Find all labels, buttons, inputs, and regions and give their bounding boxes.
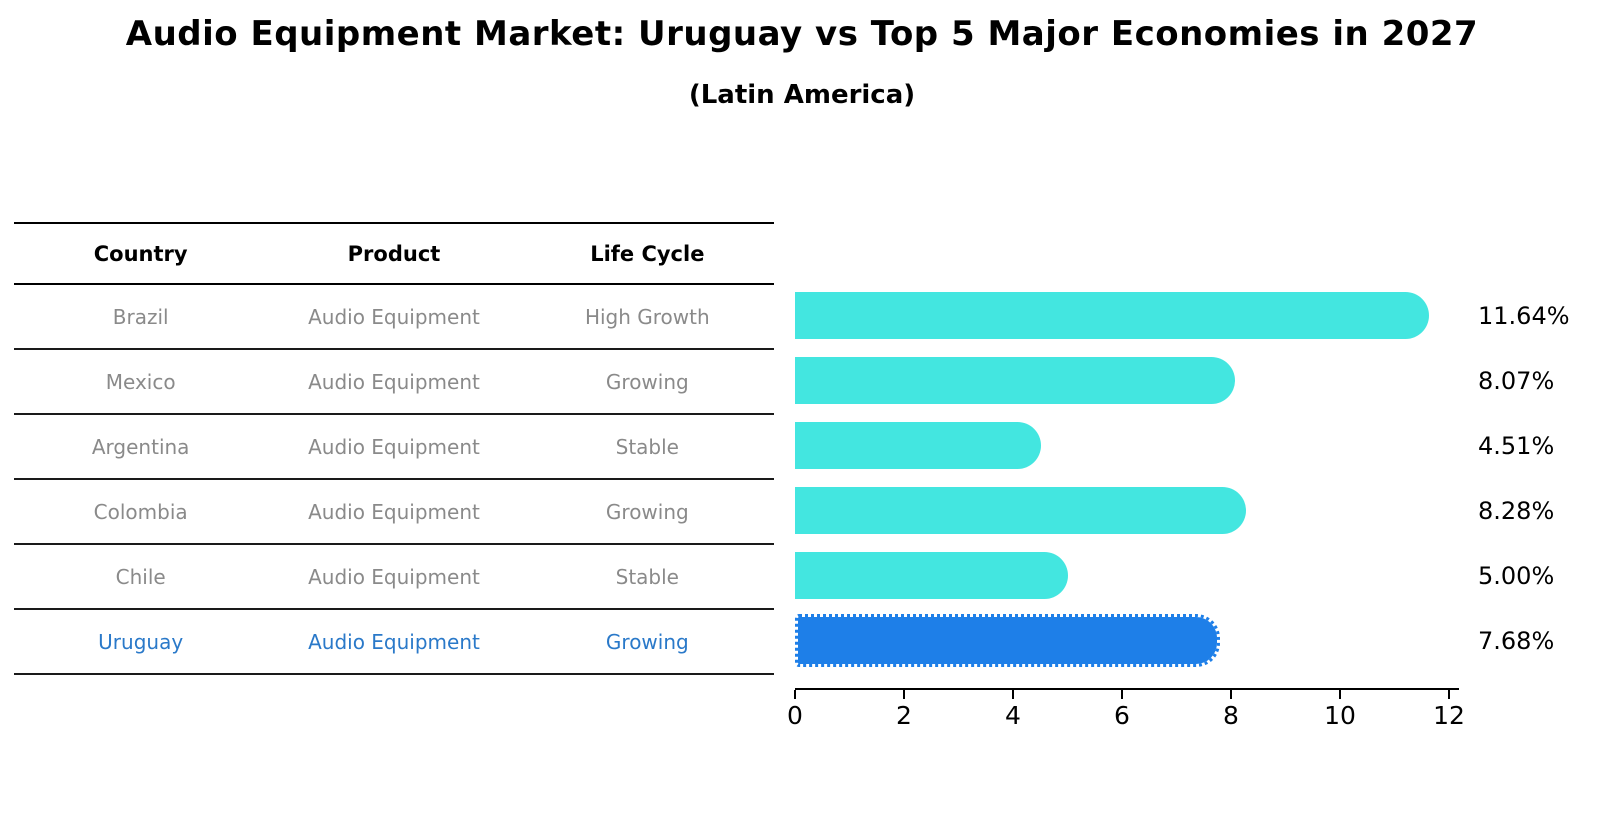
x-tick-label: 2 — [896, 701, 912, 730]
table-cell-life-cycle: Stable — [615, 434, 679, 459]
bar-value-label: 11.64% — [1478, 301, 1570, 330]
bar-chart — [795, 283, 1449, 673]
table-cell-product: Audio Equipment — [308, 564, 480, 589]
table-header-row: Country Product Life Cycle — [14, 224, 774, 285]
bar — [795, 357, 1235, 404]
table-cell-life-cycle: Growing — [605, 499, 689, 524]
chart-title: Audio Equipment Market: Uruguay vs Top 5… — [125, 14, 1479, 54]
table-cell-life-cycle: High Growth — [584, 304, 710, 329]
table-header-country: Country — [93, 241, 188, 266]
table-row: Uruguay Audio Equipment Growing — [14, 610, 774, 675]
country-table: Country Product Life Cycle Brazil Audio E… — [14, 222, 774, 675]
table-header-product: Product — [347, 241, 441, 266]
table-cell-product: Audio Equipment — [308, 434, 480, 459]
table-cell-product: Audio Equipment — [308, 499, 480, 524]
bar-row — [795, 348, 1449, 413]
bar-row — [795, 478, 1449, 543]
table-header-life-cycle: Life Cycle — [590, 241, 705, 266]
table-cell-product: Audio Equipment — [308, 304, 480, 329]
table-cell-country: Uruguay — [98, 629, 184, 654]
bar-value-label: 5.00% — [1478, 561, 1555, 590]
table-row: Chile Audio Equipment Stable — [14, 545, 774, 610]
bar-value-label: 4.51% — [1478, 431, 1555, 460]
table-cell-country: Brazil — [112, 304, 169, 329]
bar — [795, 614, 1220, 667]
table-cell-life-cycle: Stable — [615, 564, 679, 589]
table-row: Brazil Audio Equipment High Growth — [14, 285, 774, 350]
bar-value-label: 7.68% — [1478, 626, 1555, 655]
x-tick-label: 8 — [1223, 701, 1239, 730]
bar-row — [795, 283, 1449, 348]
table-cell-country: Mexico — [105, 369, 176, 394]
bar-row — [795, 608, 1449, 673]
table-cell-life-cycle: Growing — [605, 629, 689, 654]
table-row: Mexico Audio Equipment Growing — [14, 350, 774, 415]
bar — [795, 422, 1041, 469]
table-cell-life-cycle: Growing — [605, 369, 689, 394]
table-row: Argentina Audio Equipment Stable — [14, 415, 774, 480]
x-tick — [1339, 690, 1341, 699]
x-tick-label: 12 — [1433, 701, 1465, 730]
table-cell-country: Colombia — [93, 499, 188, 524]
bar-row — [795, 413, 1449, 478]
x-tick — [903, 690, 905, 699]
bar — [795, 552, 1068, 599]
table-cell-country: Argentina — [91, 434, 190, 459]
x-tick-label: 6 — [1114, 701, 1130, 730]
bar — [795, 487, 1247, 534]
x-tick — [794, 690, 796, 699]
table-cell-product: Audio Equipment — [308, 629, 480, 654]
bar-value-label: 8.07% — [1478, 366, 1555, 395]
bar — [795, 292, 1430, 339]
x-tick-label: 10 — [1324, 701, 1356, 730]
table-cell-country: Chile — [115, 564, 166, 589]
table-row: Colombia Audio Equipment Growing — [14, 480, 774, 545]
table-cell-product: Audio Equipment — [308, 369, 480, 394]
x-axis: 0 2 4 6 8 10 12 — [787, 688, 1465, 730]
x-tick — [1448, 690, 1450, 699]
bar-value-label: 8.28% — [1478, 496, 1555, 525]
chart-subtitle: (Latin America) — [688, 80, 916, 110]
table-body: Brazil Audio Equipment High Growth Mexico Au… — [14, 285, 774, 675]
value-label-column: 11.64% 8.07% 4.51% 8.28% 5.00% 7.68% — [1478, 283, 1604, 673]
x-tick — [1230, 690, 1232, 699]
x-tick-label: 0 — [787, 701, 803, 730]
x-tick-label: 4 — [1005, 701, 1021, 730]
x-tick — [1012, 690, 1014, 699]
x-tick — [1121, 690, 1123, 699]
bar-row — [795, 543, 1449, 608]
